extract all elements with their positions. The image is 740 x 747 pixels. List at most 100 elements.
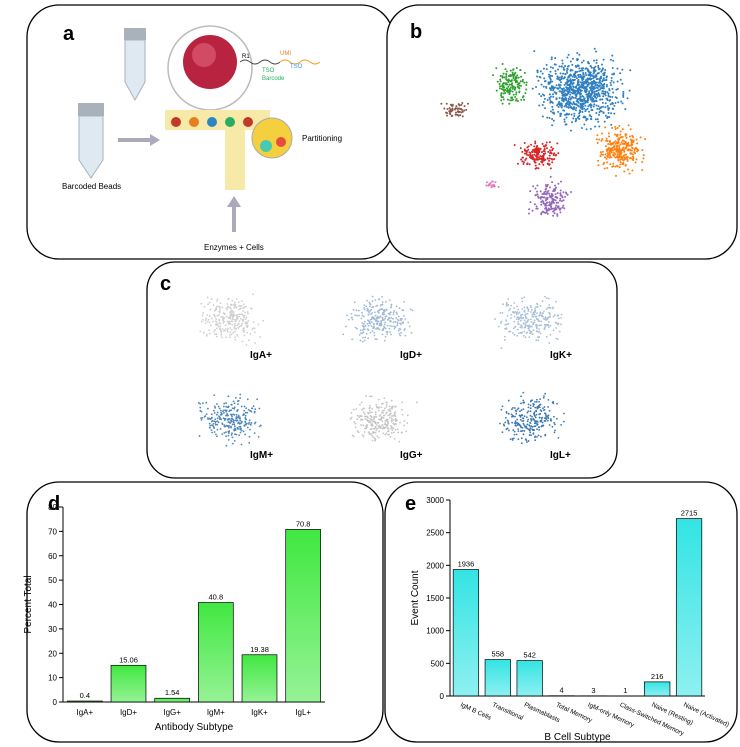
- dot: [226, 308, 228, 311]
- dot: [504, 323, 507, 326]
- dot: [369, 406, 371, 409]
- dot: [363, 304, 366, 307]
- dot: [218, 319, 221, 322]
- dot: [512, 77, 515, 80]
- dot: [531, 425, 534, 428]
- dot: [576, 104, 579, 107]
- dot: [582, 116, 585, 119]
- dot: [499, 78, 502, 81]
- dot: [245, 318, 247, 320]
- dot: [520, 437, 523, 440]
- dot: [552, 188, 555, 191]
- dot: [230, 434, 233, 436]
- dot: [369, 421, 372, 424]
- dot: [548, 149, 551, 152]
- dot: [553, 314, 556, 316]
- dot: [236, 324, 239, 327]
- dot: [540, 200, 543, 203]
- dot: [521, 297, 523, 300]
- dot: [376, 421, 379, 424]
- dot: [396, 322, 399, 325]
- dot: [556, 77, 559, 80]
- dot: [525, 441, 528, 443]
- dot: [533, 319, 536, 322]
- dot: [380, 320, 383, 323]
- dot: [367, 337, 370, 340]
- dot: [610, 79, 613, 82]
- dot: [613, 112, 616, 115]
- dot: [541, 104, 544, 107]
- dot: [364, 427, 366, 430]
- dot: [364, 336, 367, 339]
- dot: [587, 69, 590, 72]
- dot: [556, 68, 559, 71]
- dot: [404, 327, 406, 330]
- dot: [569, 106, 572, 109]
- dot: [586, 100, 589, 103]
- dot: [404, 334, 407, 337]
- dot: [383, 323, 386, 326]
- dot: [606, 148, 609, 151]
- dot: [612, 145, 615, 148]
- dot: [530, 311, 532, 313]
- dot: [568, 113, 571, 116]
- dot: [598, 138, 601, 141]
- dot: [356, 414, 359, 417]
- dot: [505, 412, 508, 414]
- dot: [227, 426, 230, 429]
- dot: [607, 111, 610, 114]
- dot: [215, 333, 218, 336]
- dot: [521, 429, 524, 432]
- dot: [231, 318, 234, 321]
- dot: [387, 430, 389, 433]
- dot: [388, 299, 391, 301]
- dot: [571, 69, 574, 72]
- dot: [540, 435, 542, 438]
- dot: [244, 311, 247, 314]
- dot: [391, 405, 394, 408]
- dot: [522, 399, 525, 402]
- dot: [519, 418, 522, 421]
- dot: [521, 80, 524, 83]
- dot: [234, 305, 237, 308]
- dot: [253, 432, 256, 435]
- dot: [542, 396, 545, 399]
- dot: [582, 84, 585, 87]
- dot: [229, 306, 232, 309]
- tsne-plot: [440, 47, 647, 217]
- dot: [240, 443, 243, 446]
- dot: [232, 316, 234, 319]
- dot: [540, 195, 543, 198]
- dot: [351, 338, 354, 341]
- dot: [459, 114, 462, 117]
- dot: [403, 424, 405, 427]
- dot: [558, 330, 561, 333]
- dot: [529, 404, 532, 407]
- dot: [537, 434, 540, 437]
- dot: [507, 85, 510, 88]
- dot: [214, 433, 217, 436]
- dot: [382, 414, 385, 417]
- dot: [562, 191, 565, 194]
- dot: [342, 333, 345, 336]
- dot: [537, 404, 540, 407]
- dot: [612, 153, 615, 156]
- y-tick-label: 20: [48, 649, 57, 658]
- dot: [556, 338, 559, 341]
- dot: [398, 440, 401, 443]
- dot: [622, 92, 625, 95]
- dot: [542, 163, 545, 166]
- dot: [513, 433, 516, 436]
- dot: [544, 318, 547, 321]
- dot: [597, 92, 600, 95]
- dot: [542, 101, 545, 104]
- dot: [507, 421, 510, 424]
- dot: [555, 417, 558, 420]
- dot: [515, 313, 518, 316]
- dot: [205, 317, 207, 320]
- dot: [542, 407, 544, 410]
- dot: [538, 331, 540, 333]
- dot: [558, 317, 560, 320]
- dot: [555, 153, 558, 156]
- dot: [382, 309, 385, 312]
